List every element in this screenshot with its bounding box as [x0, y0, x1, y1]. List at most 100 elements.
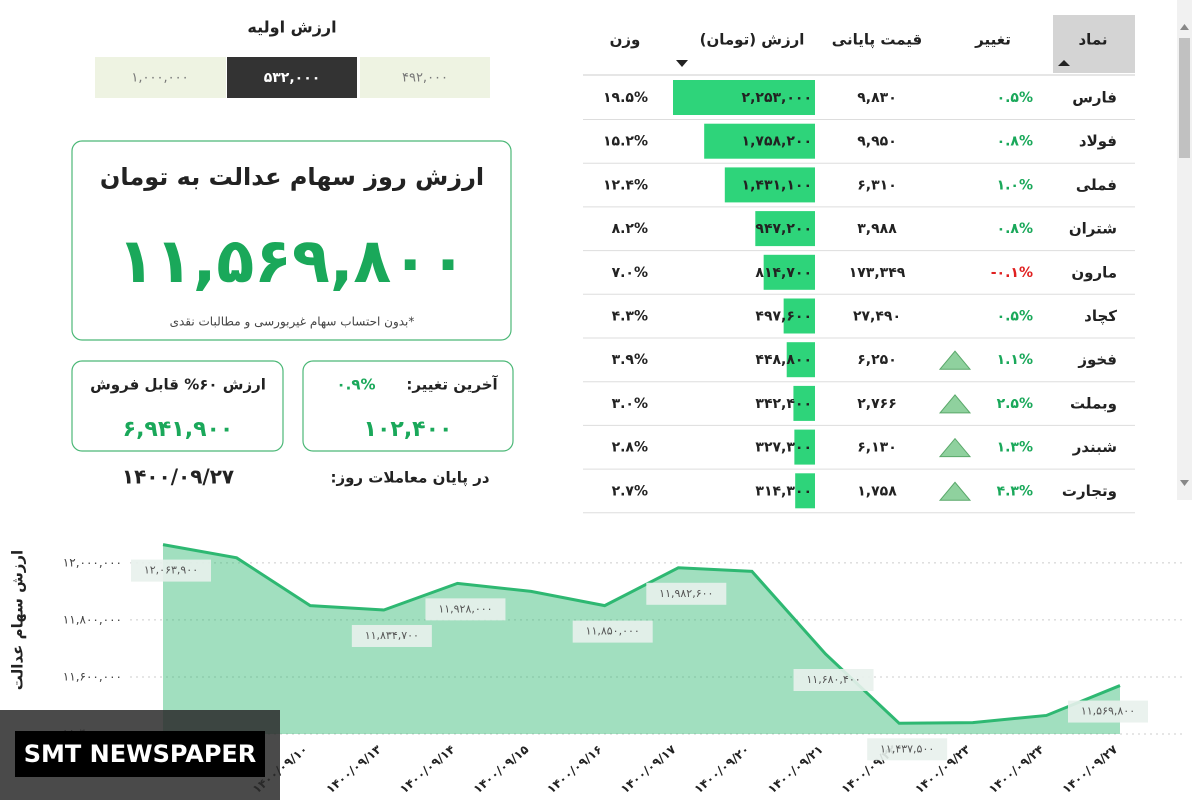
date-label: در پایان معاملات روز:	[330, 469, 489, 488]
data-label-box	[867, 738, 948, 761]
value-bar	[786, 342, 815, 378]
price: ۲,۷۶۶	[857, 396, 897, 412]
value: ۴۴۸,۸۰۰	[755, 352, 812, 368]
value: ۴۹۷,۶۰۰	[755, 309, 812, 325]
symbol: شتران	[1069, 220, 1117, 238]
symbol: فولاد	[1079, 132, 1117, 150]
price: ۳,۹۸۸	[857, 221, 897, 237]
value: ۳۲۷,۳۰۰	[755, 440, 812, 456]
change: ۱.۳%	[997, 440, 1033, 456]
up-triangle	[938, 350, 972, 370]
price: ۹,۸۳۰	[857, 90, 897, 106]
y-axis-title: ارزش سهام عدالت	[9, 550, 27, 690]
change: ۰.۵%	[997, 90, 1033, 106]
y-tick-label: ۱۲,۰۰۰,۰۰۰	[63, 555, 122, 569]
value: ۹۴۷,۲۰۰	[755, 221, 812, 237]
watermark-box	[15, 731, 265, 777]
summary-note: *بدون احتساب سهام غیربورسی و مطالبات نقد…	[170, 315, 415, 330]
scroll-thumb[interactable]	[1179, 38, 1190, 158]
price: ۶,۱۳۰	[857, 440, 897, 456]
value-bar	[793, 385, 815, 421]
symbol: مارون	[1071, 263, 1117, 281]
data-label-box	[351, 624, 432, 647]
weight: ۲.۷%	[612, 483, 648, 499]
value: ۱,۷۵۸,۲۰۰	[742, 134, 812, 150]
value-bar	[755, 211, 815, 247]
change-percent: ۰.۹%	[336, 376, 375, 394]
option-label[interactable]: ۱,۰۰۰,۰۰۰	[131, 71, 188, 86]
watermark: SMT NEWSPAPER	[24, 740, 257, 768]
data-label-box	[793, 669, 874, 692]
value-bar	[673, 80, 815, 115]
data-label-box	[131, 559, 211, 582]
change: ۰.۸%	[997, 134, 1033, 150]
data-label: ۱۱,۹۸۲,۶۰۰	[659, 587, 713, 600]
option-label[interactable]: ۴۹۲,۰۰۰	[402, 71, 448, 86]
value-bar	[783, 298, 815, 334]
column-header: قیمت پایانی	[832, 31, 922, 50]
x-tick-label: ۱۴۰۰/۰۹/۲۱	[765, 742, 826, 796]
value-bar	[795, 473, 815, 509]
weight: ۸.۲%	[612, 221, 648, 237]
x-tick-label: ۱۴۰۰/۰۹/۲۷	[1060, 742, 1121, 796]
data-label-box	[646, 582, 727, 605]
data-label: ۱۱,۸۵۰,۰۰۰	[586, 625, 640, 638]
value: ۳۱۴,۳۰۰	[755, 483, 812, 499]
area-line	[162, 543, 1121, 725]
scroll-down[interactable]	[1180, 480, 1189, 486]
price: ۱۷۳,۳۴۹	[849, 265, 906, 281]
data-label: ۱۱,۶۸۰,۴۰۰	[806, 673, 860, 686]
symbol: فخوز	[1077, 351, 1117, 369]
price: ۶,۲۵۰	[857, 352, 897, 368]
data-label: ۱۱,۹۲۸,۰۰۰	[438, 602, 492, 615]
change: -۰.۱%	[991, 265, 1033, 281]
weight: ۷.۰%	[612, 265, 648, 281]
value-bar	[724, 167, 815, 203]
option-button[interactable]	[95, 57, 226, 98]
change: ۱.۰%	[997, 177, 1033, 193]
value-bar	[704, 123, 815, 159]
symbol: فملی	[1076, 176, 1117, 194]
option-label[interactable]: ۵۳۲,۰۰۰	[264, 70, 321, 86]
weight: ۲.۸%	[612, 440, 648, 456]
column-header: نماد	[1078, 31, 1107, 49]
column-header: تغییر	[974, 31, 1011, 49]
column-header: وزن	[610, 31, 641, 49]
symbol: وتجارت	[1062, 482, 1117, 500]
data-label: ۱۱,۸۳۴,۷۰۰	[365, 629, 419, 642]
y-tick-label: ۱۱,۸۰۰,۰۰۰	[63, 612, 122, 626]
price: ۶,۳۱۰	[857, 177, 897, 193]
value: ۳۴۲,۴۰۰	[755, 396, 812, 412]
data-label: ۱۱,۵۶۹,۸۰۰	[1081, 705, 1135, 718]
data-label: ۱۲,۰۶۳,۹۰۰	[144, 564, 198, 577]
summary-card	[71, 140, 512, 341]
x-tick-label: ۱۴۰۰/۰۹/۱۵	[471, 742, 532, 796]
initial-title: ارزش اولیه	[247, 18, 336, 37]
weight: ۱۹.۵%	[603, 90, 648, 106]
price: ۹,۹۵۰	[857, 134, 897, 150]
option-button-selected[interactable]	[227, 57, 357, 98]
weight: ۳.۰%	[612, 396, 648, 412]
change: ۰.۸%	[997, 221, 1033, 237]
up-triangle	[938, 437, 972, 458]
option-button[interactable]	[360, 57, 490, 98]
data-label-box	[1068, 700, 1148, 723]
up-triangle	[938, 481, 972, 501]
x-tick-label: ۱۴۰۰/۰۹/۱۴	[397, 742, 458, 796]
sellable-value: ۶,۹۴۱,۹۰۰	[123, 417, 234, 442]
summary-title: ارزش روز سهام عدالت به تومان	[100, 163, 484, 191]
y-tick-label: ۱۱,۶۰۰,۰۰۰	[63, 669, 122, 683]
x-tick-label: ۱۴۰۰/۰۹/۱۳	[323, 742, 384, 796]
price: ۱,۷۵۸	[857, 483, 897, 499]
change-card	[302, 360, 514, 452]
weight: ۳.۹%	[612, 352, 648, 368]
data-label-box	[425, 598, 506, 621]
value: ۱,۴۳۱,۱۰۰	[742, 177, 812, 193]
symbol: فارس	[1072, 89, 1117, 107]
x-tick-label: ۱۴۰۰/۰۹/۲۴	[986, 742, 1047, 796]
date-value: ۱۴۰۰/۰۹/۲۷	[122, 465, 234, 489]
weight: ۱۲.۴%	[603, 177, 648, 193]
x-tick-label: ۱۴۰۰/۰۹/۱۷	[618, 742, 679, 796]
scroll-up[interactable]	[1180, 24, 1189, 30]
